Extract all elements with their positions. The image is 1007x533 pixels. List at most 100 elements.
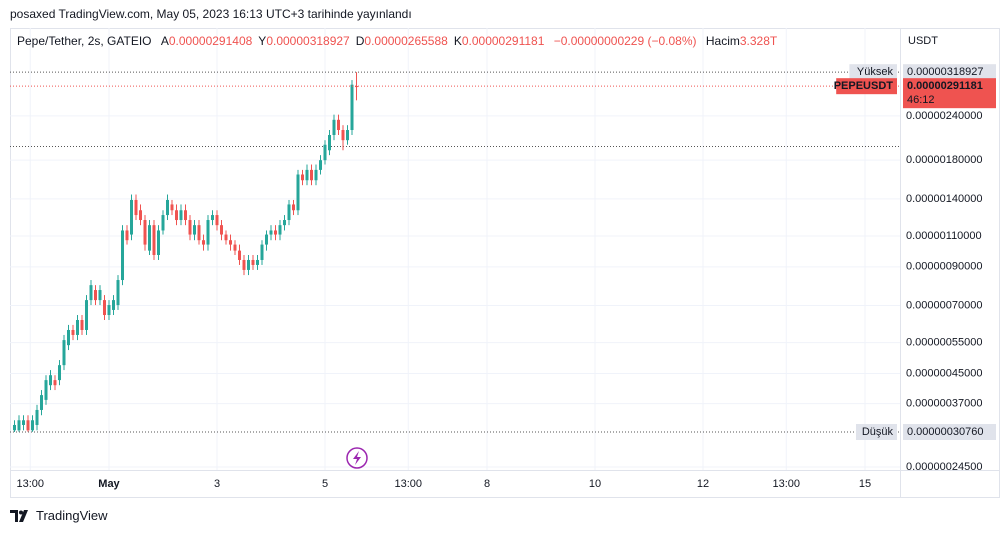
ohlc-value: 0.00000318927 bbox=[266, 34, 350, 48]
candle-body bbox=[170, 204, 174, 211]
candle-body bbox=[296, 174, 300, 211]
candle-body bbox=[314, 169, 318, 181]
candle-body bbox=[107, 305, 111, 316]
candle-body bbox=[49, 375, 53, 386]
candle-body bbox=[84, 300, 88, 330]
candle-body bbox=[278, 225, 282, 235]
candle-body bbox=[260, 244, 264, 260]
candle-body bbox=[283, 220, 287, 226]
price-axis: 0.00000240000 0.00000180000 0.00000140000 0… bbox=[906, 110, 982, 473]
candle-body bbox=[130, 199, 134, 235]
candle-body bbox=[229, 240, 233, 245]
candle-body bbox=[327, 135, 331, 151]
y-tick-label: 0.00000140000 bbox=[906, 193, 982, 205]
y-tick-label: 0.00000070000 bbox=[906, 299, 982, 311]
y-tick-label: 0.00000024500 bbox=[906, 461, 982, 473]
ohlc-value: 0.00000265588 bbox=[364, 34, 448, 48]
candle-body bbox=[192, 225, 196, 235]
candle-body bbox=[300, 174, 304, 181]
candle-body bbox=[143, 220, 147, 245]
price-label: Düşük bbox=[862, 426, 894, 438]
logo bbox=[10, 509, 28, 522]
x-tick-label: 10 bbox=[589, 478, 601, 490]
volume-name: Hacim bbox=[705, 34, 740, 48]
candle-body bbox=[26, 420, 30, 431]
candle-body bbox=[287, 204, 291, 221]
candle-body bbox=[17, 420, 21, 431]
candle-body bbox=[76, 320, 80, 335]
candle-body bbox=[80, 320, 84, 330]
ohlc-name: A bbox=[160, 34, 169, 48]
frame bbox=[10, 28, 1000, 498]
ohlc-value: 0.00000291408 bbox=[168, 34, 253, 48]
candle-body bbox=[12, 424, 16, 431]
price-label-box bbox=[849, 64, 897, 81]
x-tick-label: 13:00 bbox=[394, 478, 422, 490]
candle-body bbox=[116, 280, 120, 306]
candle-body bbox=[269, 230, 273, 235]
candle-body bbox=[337, 119, 341, 131]
candle-body bbox=[224, 234, 228, 241]
price-value: 0.00000318927 bbox=[907, 66, 983, 78]
candle-body bbox=[350, 84, 354, 131]
y-tick-label: 0.00000180000 bbox=[906, 154, 982, 166]
axis-unit: USDT bbox=[908, 35, 938, 47]
ohlc-name: K bbox=[453, 34, 462, 48]
candle-body bbox=[197, 225, 201, 241]
candle-body bbox=[157, 230, 161, 255]
x-tick-label: May bbox=[98, 478, 120, 490]
candle-body bbox=[138, 210, 142, 221]
price-value-box bbox=[903, 64, 996, 81]
candle-body bbox=[161, 215, 165, 231]
candle-body bbox=[125, 230, 129, 241]
candle-body bbox=[134, 199, 138, 216]
x-tick-label: 8 bbox=[484, 478, 490, 490]
price-markers: Yüksek 0.00000318927 PEPEUSDT 0.00000291181… bbox=[10, 64, 996, 441]
candle-body bbox=[332, 119, 336, 136]
candle-body bbox=[98, 290, 102, 301]
candle-body bbox=[242, 259, 246, 270]
candle-body bbox=[111, 300, 115, 310]
ohlc-name: D bbox=[355, 34, 365, 48]
price-label: Yüksek bbox=[857, 66, 894, 78]
lightning-icon[interactable] bbox=[346, 447, 368, 469]
candle-body bbox=[273, 230, 277, 235]
y-tick-label: 0.00000045000 bbox=[906, 367, 982, 379]
candle-body bbox=[103, 300, 107, 316]
candle-body bbox=[310, 169, 314, 181]
candle-body bbox=[292, 204, 296, 211]
candle-body bbox=[305, 169, 309, 181]
candle-body bbox=[62, 340, 66, 366]
candle-body bbox=[147, 225, 151, 251]
x-tick-label: 13:00 bbox=[772, 478, 800, 490]
price-label-box bbox=[856, 424, 897, 441]
price-label-box bbox=[836, 78, 897, 95]
candle-body bbox=[188, 220, 192, 235]
candle-body bbox=[179, 210, 183, 221]
candle-body bbox=[256, 259, 260, 265]
ohlc-value: 0.00000291181 bbox=[461, 34, 545, 48]
candle-body bbox=[265, 234, 269, 245]
candle-body bbox=[165, 199, 169, 216]
candle-body bbox=[246, 259, 250, 270]
candle-body bbox=[93, 290, 97, 301]
price-label: PEPEUSDT bbox=[834, 80, 894, 92]
x-tick-label: 15 bbox=[859, 478, 871, 490]
plot bbox=[12, 72, 359, 433]
x-tick-label: 13:00 bbox=[16, 478, 44, 490]
brand: TradingView bbox=[36, 508, 108, 523]
candle-body bbox=[219, 225, 223, 235]
candle-body bbox=[175, 210, 179, 221]
candle-body bbox=[319, 160, 323, 170]
grid bbox=[10, 28, 900, 470]
footer: TradingView bbox=[10, 508, 108, 523]
legend: Pepe/Tether, 2s, GATEIO A0.00000291408 Y0… bbox=[17, 34, 777, 48]
y-tick-label: 0.00000037000 bbox=[906, 397, 982, 409]
candle-body bbox=[22, 420, 26, 425]
change: −0.00000000229 (−0.08%) bbox=[553, 34, 697, 48]
ohlc-name: Y bbox=[258, 34, 267, 48]
candle-body bbox=[71, 329, 75, 335]
candle-body bbox=[152, 225, 156, 255]
